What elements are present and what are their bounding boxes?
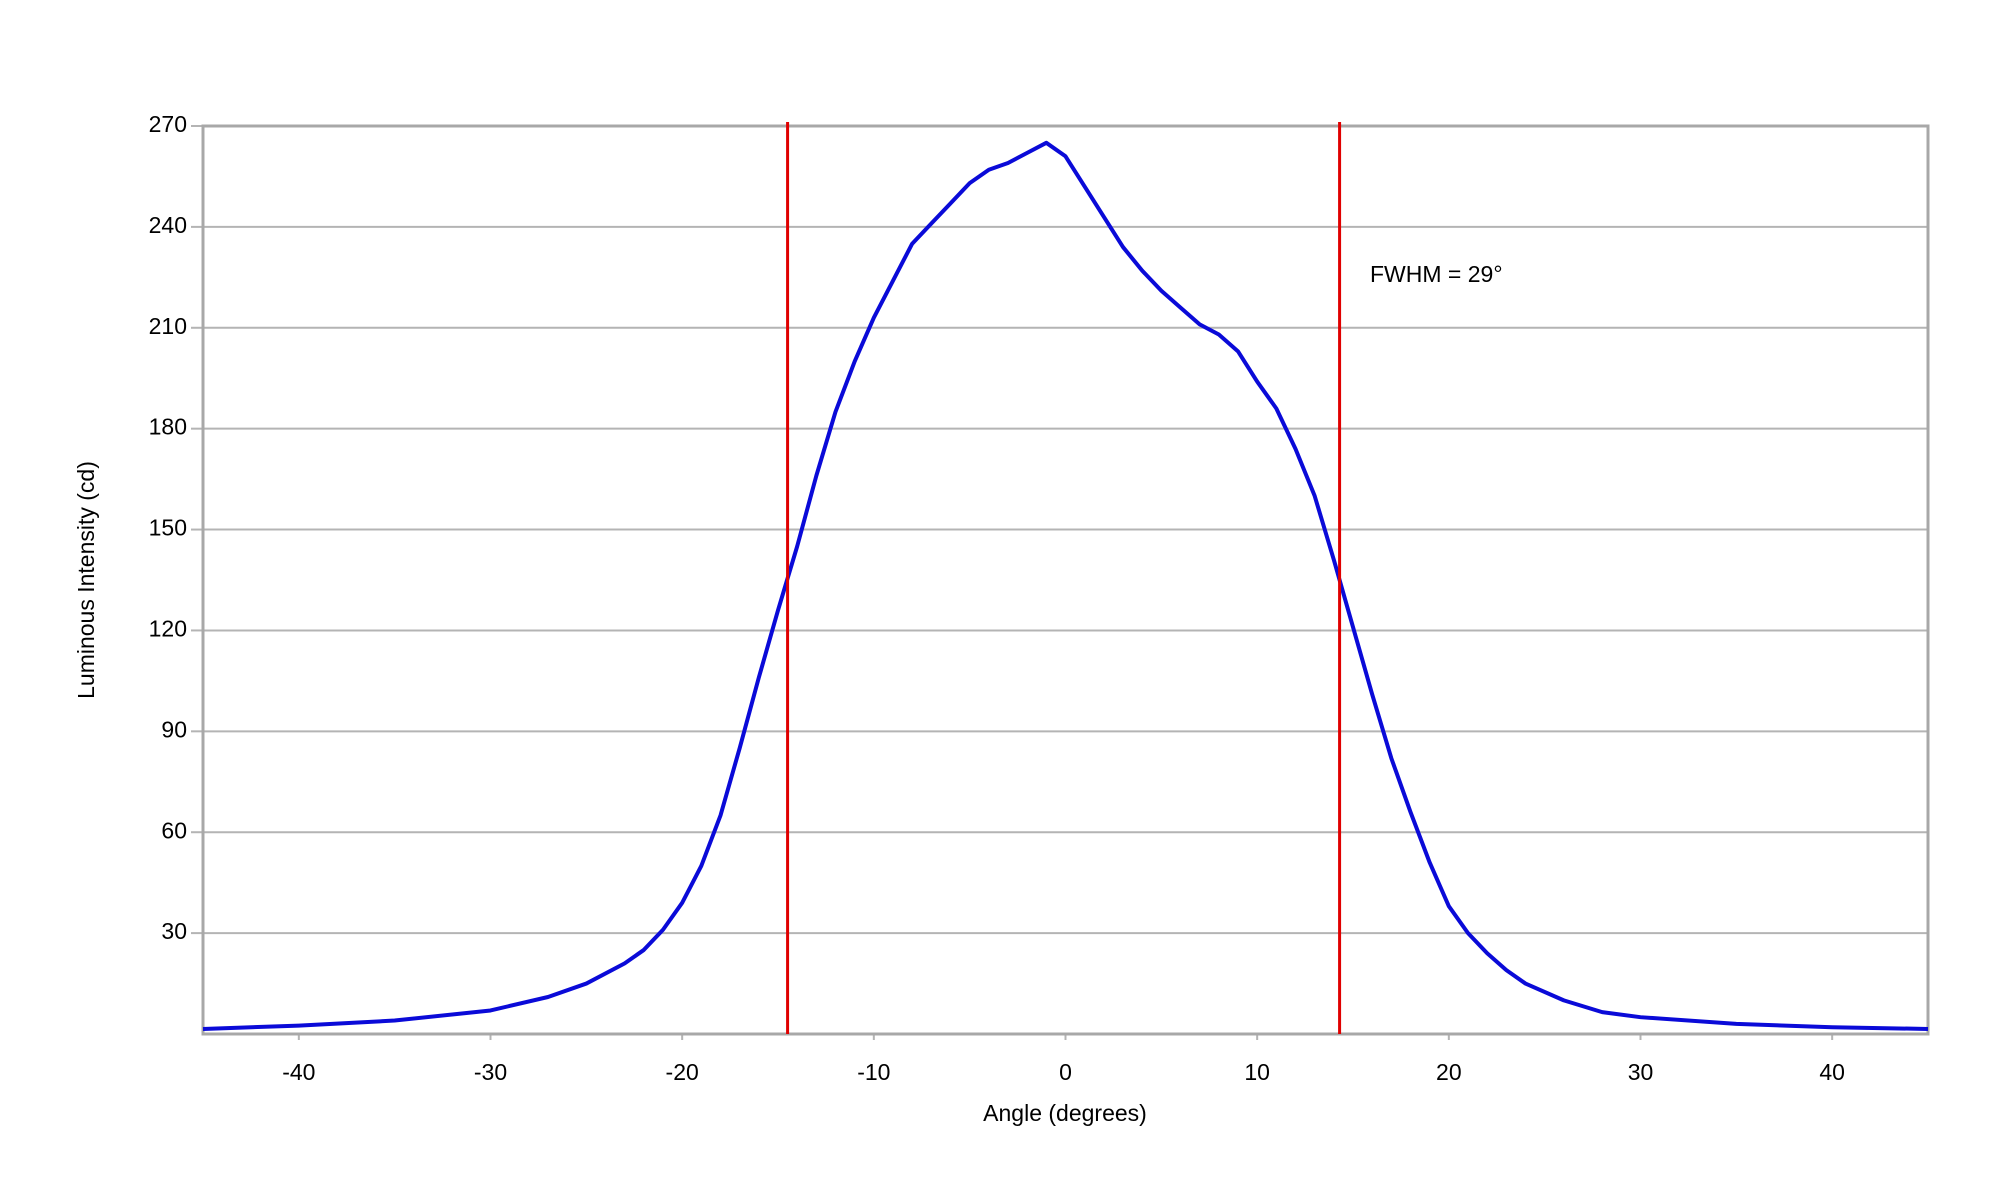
x-axis-label: Angle (degrees) — [983, 1100, 1147, 1126]
y-tick-label: 90 — [161, 716, 187, 742]
x-tick-label: -20 — [666, 1059, 699, 1085]
x-tick-label: -40 — [282, 1059, 315, 1085]
x-tick-label: -10 — [857, 1059, 890, 1085]
y-tick-label: 150 — [149, 515, 187, 541]
y-tick-label: 210 — [149, 313, 187, 339]
y-tick-label: 120 — [149, 616, 187, 642]
y-tick-label: 270 — [149, 111, 187, 137]
plot-border — [201, 124, 1930, 1036]
y-tick-label: 30 — [161, 918, 187, 944]
x-tick-label: 0 — [1059, 1059, 1072, 1085]
y-tick-label: 60 — [161, 817, 187, 843]
y-axis-label: Luminous Intensity (cd) — [73, 461, 99, 699]
x-tick-label: -30 — [474, 1059, 507, 1085]
x-tick-label: 30 — [1628, 1059, 1654, 1085]
annotation: FWHM = 29° — [1370, 261, 1503, 287]
y-tick-label: 180 — [149, 414, 187, 440]
x-tick-label: 10 — [1244, 1059, 1270, 1085]
x-tick-label: 40 — [1819, 1059, 1845, 1085]
y-tick-label: 240 — [149, 212, 187, 238]
x-tick-label: 20 — [1436, 1059, 1462, 1085]
data-line — [202, 140, 1929, 1031]
